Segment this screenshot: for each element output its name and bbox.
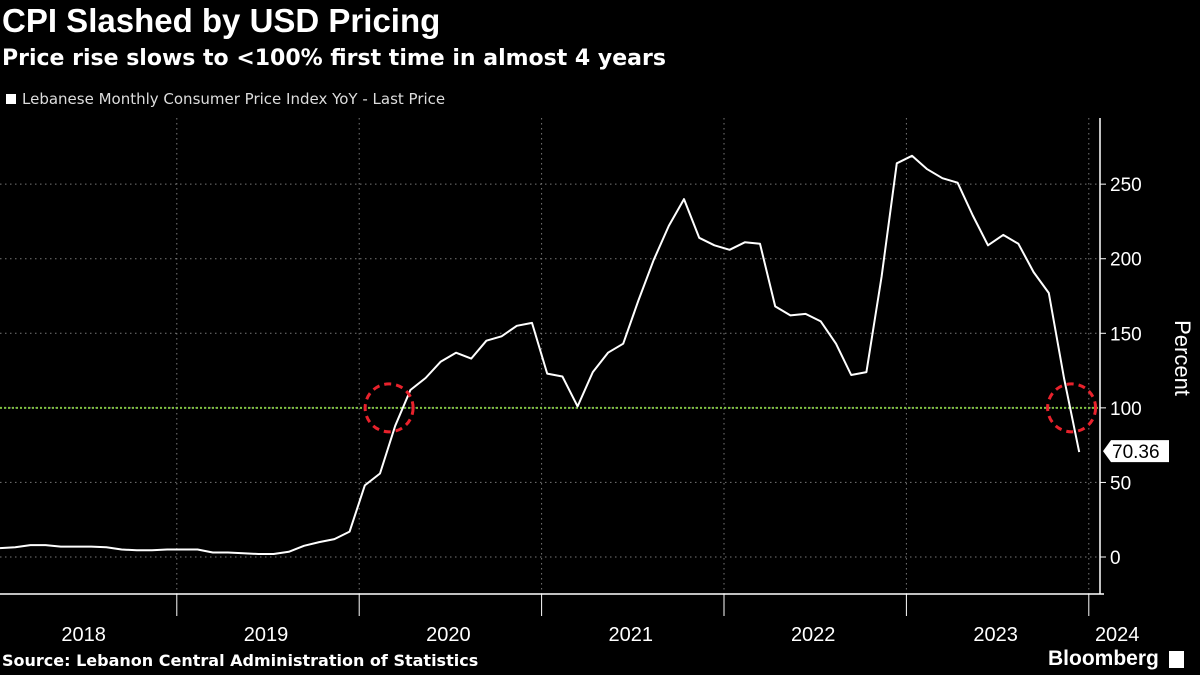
grid [0,118,1100,594]
highlight-circle [363,382,415,434]
y-tick-label: 0 [1110,548,1121,569]
legend-label: Lebanese Monthly Consumer Price Index Yo… [22,90,446,108]
chart-title: CPI Slashed by USD Pricing [2,2,441,39]
legend: Lebanese Monthly Consumer Price Index Yo… [6,90,445,108]
y-tick-label: 250 [1110,175,1142,196]
y-axis-title: Percent [1170,320,1195,396]
x-tick-label: 2020 [426,624,471,646]
x-tick-label: 2019 [244,624,289,646]
last-value-label: 70.36 [1112,442,1160,463]
brand-name: Bloomberg [1048,647,1159,670]
series-group [0,154,1081,555]
x-tick-label: 2018 [61,624,106,646]
x-tick-label: 2023 [973,624,1018,646]
y-tick-label: 100 [1110,399,1142,420]
brand-mark-icon [1168,650,1184,668]
axes: 0 50 100 150 200 250 Percent 2018 2019 2020 2021 20… [0,118,1195,646]
y-tick-label: 50 [1110,473,1131,494]
x-tick-label: 2021 [609,624,654,646]
highlight-circle [1046,382,1098,434]
last-value-badge [1103,440,1169,463]
source-note: Source: Lebanon Central Administration o… [2,651,479,670]
annotations: 70.36 [363,382,1169,463]
bloomberg-logo: Bloomberg [1048,647,1184,671]
y-tick-label: 200 [1110,250,1142,271]
x-tick-label: 2022 [791,624,836,646]
chart-subtitle: Price rise slows to <100% first time in … [2,46,666,71]
x-tick-label: 2024 [1095,624,1140,646]
y-tick-label: 150 [1110,324,1142,345]
legend-swatch [6,94,16,104]
series-line-cpi-yoy [0,154,1081,555]
